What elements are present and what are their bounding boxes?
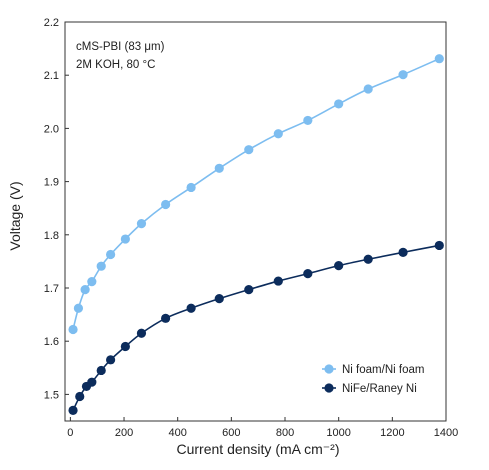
legend-label: NiFe/Raney Ni [342, 383, 417, 395]
data-point [136, 328, 147, 338]
data-point [398, 70, 408, 80]
y-tick-label: 1.5 [44, 389, 59, 401]
data-point [214, 294, 224, 304]
series-nife-raney-ni [68, 240, 444, 415]
data-point [398, 247, 408, 257]
data-point [80, 284, 90, 295]
series-ni-foam [68, 54, 444, 335]
data-point [87, 377, 97, 387]
y-tick-label: 2.0 [44, 123, 59, 135]
data-point [363, 254, 373, 264]
data-point [136, 219, 147, 229]
y-tick-label: 1.9 [44, 177, 59, 189]
data-point [186, 182, 196, 193]
x-axis-title: Current density (mA cm⁻²) [177, 441, 340, 457]
series-line [72, 57, 440, 330]
data-point [120, 341, 130, 352]
legend-marker [324, 364, 334, 374]
x-tick-label: 200 [115, 427, 133, 439]
series-layer [68, 54, 444, 415]
annotation-layer: cMS-PBI (83 μm) 2M KOH, 80 °C [76, 41, 165, 71]
annotation-membrane: cMS-PBI (83 μm) [76, 41, 165, 53]
y-tick-label: 1.8 [44, 230, 59, 242]
y-axis-title: Voltage (V) [7, 181, 23, 250]
data-point [244, 284, 254, 295]
data-point [75, 391, 85, 402]
annotation-conditions: 2M KOH, 80 °C [76, 59, 155, 71]
y-tick-label: 2.1 [44, 70, 59, 82]
data-point [186, 303, 196, 313]
x-tick-label: 1000 [326, 427, 350, 439]
x-tick-label: 400 [169, 427, 187, 439]
data-point [68, 324, 78, 335]
data-point [96, 365, 106, 376]
data-point [68, 405, 78, 415]
data-point [87, 277, 97, 287]
data-point [303, 115, 313, 126]
legend: Ni foam/Ni foam NiFe/Raney Ni [322, 364, 424, 395]
data-point [273, 276, 283, 286]
data-point [434, 54, 444, 64]
y-tick-label: 2.2 [44, 17, 59, 29]
y-tick-label: 1.6 [44, 336, 59, 348]
axes-layer: 0 200 400 600 800 1000 1200 1400 1.5 1.6 1.7 1.8 1.9… [44, 17, 459, 439]
x-tick-label: 800 [276, 427, 294, 439]
x-tick-label: 1200 [380, 427, 404, 439]
y-tick-label: 1.7 [44, 283, 59, 295]
plot-frame [64, 21, 447, 422]
data-point [244, 145, 254, 155]
data-point [434, 240, 444, 251]
legend-marker [324, 383, 334, 393]
data-point [273, 129, 283, 139]
data-point [334, 99, 344, 109]
data-point [120, 234, 130, 244]
data-point [73, 303, 84, 313]
data-point [106, 249, 116, 260]
data-point [334, 261, 344, 271]
data-point [303, 269, 313, 279]
x-tick-label: 1400 [434, 427, 458, 439]
x-tick-label: 0 [67, 427, 73, 439]
data-point [106, 355, 116, 365]
data-point [363, 84, 373, 94]
data-point [214, 163, 224, 173]
data-point [161, 313, 171, 323]
data-point [161, 199, 171, 210]
legend-label: Ni foam/Ni foam [342, 364, 424, 376]
x-tick-label: 600 [222, 427, 240, 439]
data-point [96, 261, 106, 271]
